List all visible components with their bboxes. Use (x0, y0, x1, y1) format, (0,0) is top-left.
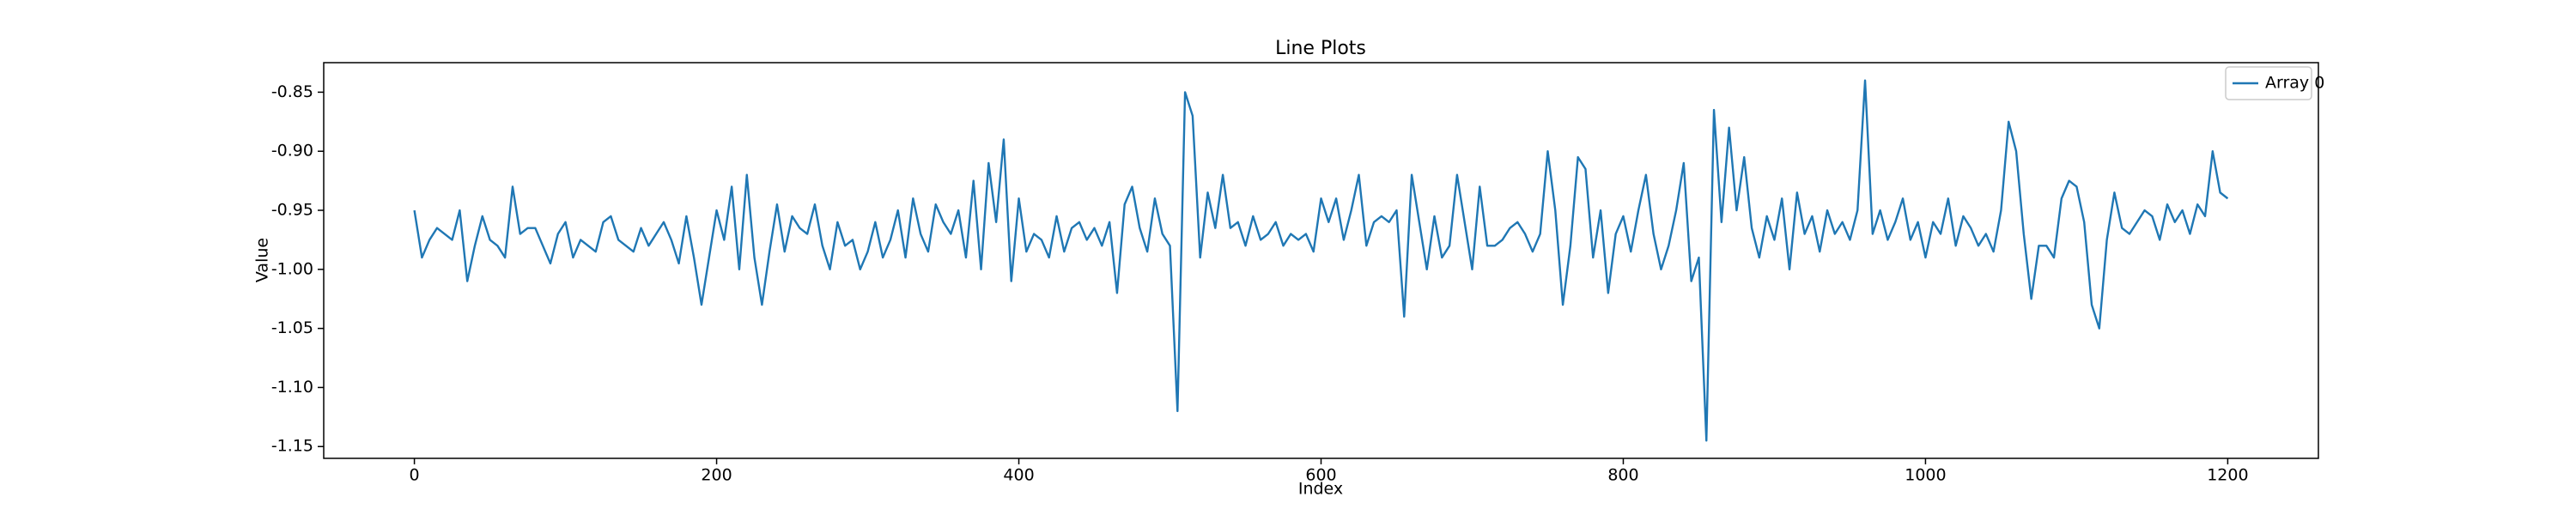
y-tick-label: -0.85 (271, 82, 313, 101)
data-line (413, 79, 2229, 442)
y-tick-label: -0.90 (271, 142, 313, 161)
chart-title: Line Plots (1275, 38, 1366, 59)
y-tick-label: -1.05 (271, 318, 313, 337)
y-tick-label: -1.00 (271, 259, 313, 278)
y-tick-label: -1.15 (271, 437, 313, 456)
x-tick-label: 600 (1305, 466, 1336, 485)
legend-box (2225, 66, 2312, 100)
x-tick-label: 1000 (1905, 466, 1946, 485)
x-tick-label: 800 (1607, 466, 1638, 485)
y-tick-label: -0.95 (271, 201, 313, 220)
legend-label: Array 0 (2265, 74, 2324, 93)
x-tick-label: 200 (701, 466, 732, 485)
y-axis-label: Value (253, 238, 272, 282)
x-tick-label: 1200 (2207, 466, 2248, 485)
plot-frame (323, 62, 2319, 459)
x-tick-label: 400 (1003, 466, 1034, 485)
y-tick-label: -1.10 (271, 378, 313, 397)
x-axis-label: Index (1298, 480, 1343, 499)
x-tick-label: 0 (410, 466, 420, 485)
